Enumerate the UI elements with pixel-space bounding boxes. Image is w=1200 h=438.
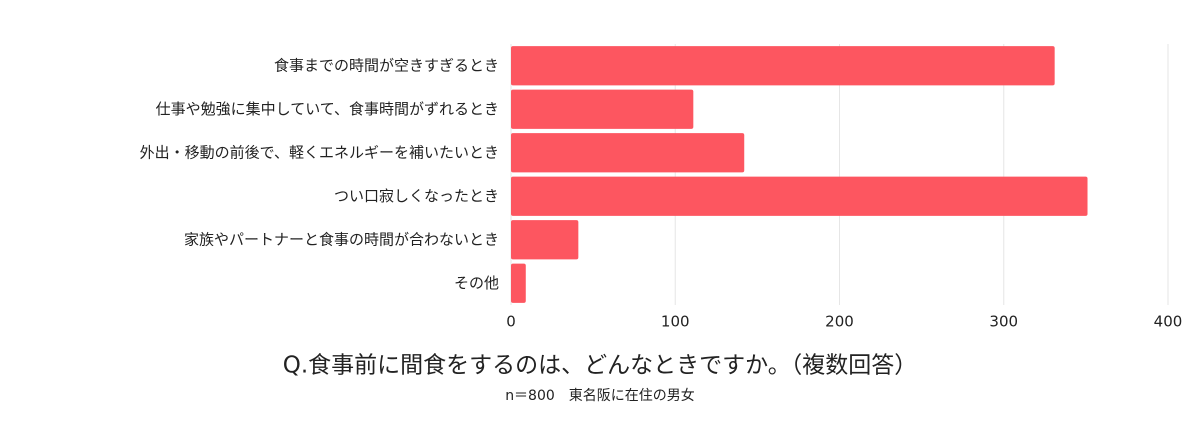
chart-title: Q.食事前に間食をするのは、どんなときですか。（複数回答） (283, 353, 917, 379)
bar (511, 263, 526, 303)
y-tick-label: つい口寂しくなったとき (334, 187, 499, 205)
bar (511, 46, 1055, 86)
y-tick-label: 食事までの時間が空きすぎるとき (274, 56, 499, 74)
x-tick-label: 300 (989, 313, 1018, 331)
bar (511, 220, 579, 260)
x-tick-label: 100 (661, 313, 690, 331)
y-tick-label: 家族やパートナーと食事の時間が合わないとき (184, 230, 499, 248)
x-tick-label: 200 (825, 313, 854, 331)
chart-subtitle: n＝800 東名阪に在住の男女 (505, 387, 695, 404)
bar (511, 133, 745, 173)
y-tick-label: 仕事や勉強に集中していて、食事時間がずれるとき (156, 100, 499, 118)
bar (511, 176, 1088, 216)
x-tick-label: 0 (506, 313, 516, 331)
x-tick-label: 400 (1154, 313, 1183, 331)
bar (511, 89, 694, 129)
y-tick-label: 外出・移動の前後で、軽くエネルギーを補いたいとき (140, 143, 499, 161)
y-tick-label: その他 (454, 274, 499, 292)
